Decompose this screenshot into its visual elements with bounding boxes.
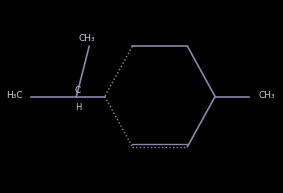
Text: CH₃: CH₃: [259, 91, 276, 100]
Text: H₃C: H₃C: [6, 91, 23, 100]
Text: CH₃: CH₃: [78, 34, 95, 43]
Text: H: H: [75, 103, 81, 112]
Text: C: C: [75, 85, 81, 95]
